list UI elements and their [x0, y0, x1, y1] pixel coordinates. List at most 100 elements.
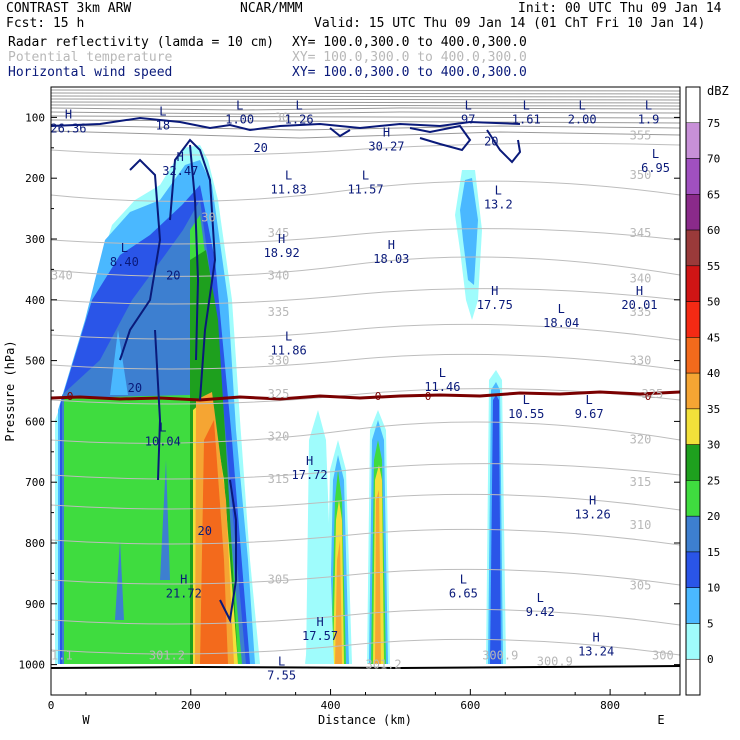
extremum-type: L: [465, 98, 472, 112]
theta-contour-label: 325: [642, 387, 664, 401]
extremum-marker: L9.67: [575, 393, 604, 421]
colorbar-swatch: [685, 515, 701, 553]
extremum-value: 13.2: [484, 197, 513, 211]
extremum-value: 26.36: [50, 121, 86, 135]
extremum-value: 8.40: [110, 255, 139, 269]
x-tick-label: 0: [48, 699, 55, 712]
colorbar-level-label: 40: [707, 367, 720, 380]
colorbar-level-label: 0: [707, 653, 714, 666]
colorbar-level-label: 20: [707, 510, 720, 523]
wind-contour-label: 20: [166, 268, 180, 282]
y-tick-label: 500: [25, 355, 45, 368]
extremum-value: 9.67: [575, 407, 604, 421]
freezing-level-line: [51, 390, 680, 402]
extremum-marker: L11.86: [271, 329, 307, 357]
colorbar-swatch: [685, 337, 701, 374]
theta-contour-label: 355: [630, 129, 652, 143]
colorbar-level-label: 60: [707, 224, 720, 237]
extremum-type: L: [159, 104, 166, 118]
extremum-value: 17.75: [477, 298, 513, 312]
extremum-type: H: [65, 107, 72, 121]
extremum-marker: H20.01: [621, 284, 657, 312]
colorbar-swatch: [685, 229, 701, 267]
colorbar-swatch: [685, 623, 701, 660]
theta-contour-label: 300.9: [482, 648, 518, 662]
field-reflectivity-label: Radar reflectivity (lamda = 10 cm): [8, 35, 275, 50]
colorbar-level-label: 5: [707, 617, 714, 630]
extremum-marker: L1.9: [638, 98, 660, 126]
extremum-value: 18.92: [264, 246, 300, 260]
wind-contour-label: 20: [253, 141, 267, 155]
colorbar-swatch: [685, 551, 701, 588]
theta-contour-label: 335: [630, 305, 652, 319]
extremum-type: L: [439, 366, 446, 380]
freezing-level-label: 0: [645, 390, 652, 403]
x-axis: 0 200 400 600 800: [48, 689, 646, 712]
extremum-value: 6.65: [449, 587, 478, 601]
extremum-marker: L9.42: [526, 591, 555, 619]
extremum-type: H: [278, 232, 285, 246]
colorbar-level-label: 25: [707, 474, 720, 487]
extremum-marker: H17.72: [292, 454, 328, 482]
extremum-type: H: [177, 150, 184, 164]
extremum-marker: L97: [461, 98, 475, 126]
colorbar-level-label: 15: [707, 546, 720, 559]
extremum-marker: L2.00: [568, 98, 597, 126]
colorbar-unit: dBZ: [707, 84, 729, 98]
extremum-marker: L1.26: [285, 98, 314, 126]
extremum-value: 30.27: [368, 140, 404, 154]
extremum-value: 11.46: [424, 380, 460, 394]
extremum-marker: L8.40: [110, 241, 139, 269]
colorbar-level-label: 10: [707, 582, 720, 595]
y-tick-label: 700: [25, 476, 45, 489]
extremum-value: 6.95: [641, 161, 670, 175]
theta-contour-label: 305: [630, 579, 652, 593]
colorbar-swatch: [685, 658, 701, 696]
theta-contour-label: 345: [268, 226, 290, 240]
extremum-type: H: [593, 630, 600, 644]
y-tick-label: 400: [25, 294, 45, 307]
theta-contour-label: 330: [268, 354, 290, 368]
x-end-label-east: E: [657, 713, 664, 727]
extremum-marker: L1.00: [225, 98, 254, 126]
extremum-value: 18.03: [373, 252, 409, 266]
extremum-value: 1.00: [225, 112, 254, 126]
refl-streak-1: [115, 540, 124, 620]
y-tick-label: 100: [25, 111, 45, 124]
theta-contour-label: 340: [630, 272, 652, 286]
colorbar-level-label: 75: [707, 117, 720, 130]
colorbar-swatch: [685, 587, 701, 624]
theta-contour-label: 30: [275, 110, 289, 124]
theta-contours: [51, 142, 680, 656]
extremum-value: 20.01: [621, 298, 657, 312]
colorbar-level-label: 55: [707, 260, 720, 273]
colorbar-level-label: 65: [707, 188, 720, 201]
theta-contour-label: 315: [630, 475, 652, 489]
freezing-level-label: 0: [67, 390, 74, 403]
colorbar-swatch: [685, 301, 701, 338]
colorbar-level-label: 50: [707, 296, 720, 309]
extremum-value: 11.83: [271, 182, 307, 196]
org-label: NCAR/MMM: [240, 1, 303, 16]
extremum-value: 13.26: [575, 508, 611, 522]
extremum-marker: L10.04: [145, 421, 181, 449]
refl-streak-3: [110, 330, 128, 395]
y-tick-label: 800: [25, 537, 45, 550]
extremum-value: 11.86: [271, 343, 307, 357]
extremum-type: L: [295, 98, 302, 112]
ground-line: [51, 665, 680, 670]
field-theta-label: Potential temperature: [8, 50, 173, 65]
extremum-type: L: [236, 98, 243, 112]
extremum-type: L: [586, 393, 593, 407]
extremum-marker: H13.24: [578, 630, 614, 658]
extremum-type: L: [645, 98, 652, 112]
colorbar-swatch: [685, 122, 701, 159]
theta-contour-label: 325: [268, 387, 290, 401]
extremum-value: 97: [461, 112, 475, 126]
extremum-type: H: [636, 284, 643, 298]
extremum-value: 7.55: [267, 669, 296, 683]
extremum-type: H: [306, 454, 313, 468]
extremum-marker: H17.57: [302, 615, 338, 643]
